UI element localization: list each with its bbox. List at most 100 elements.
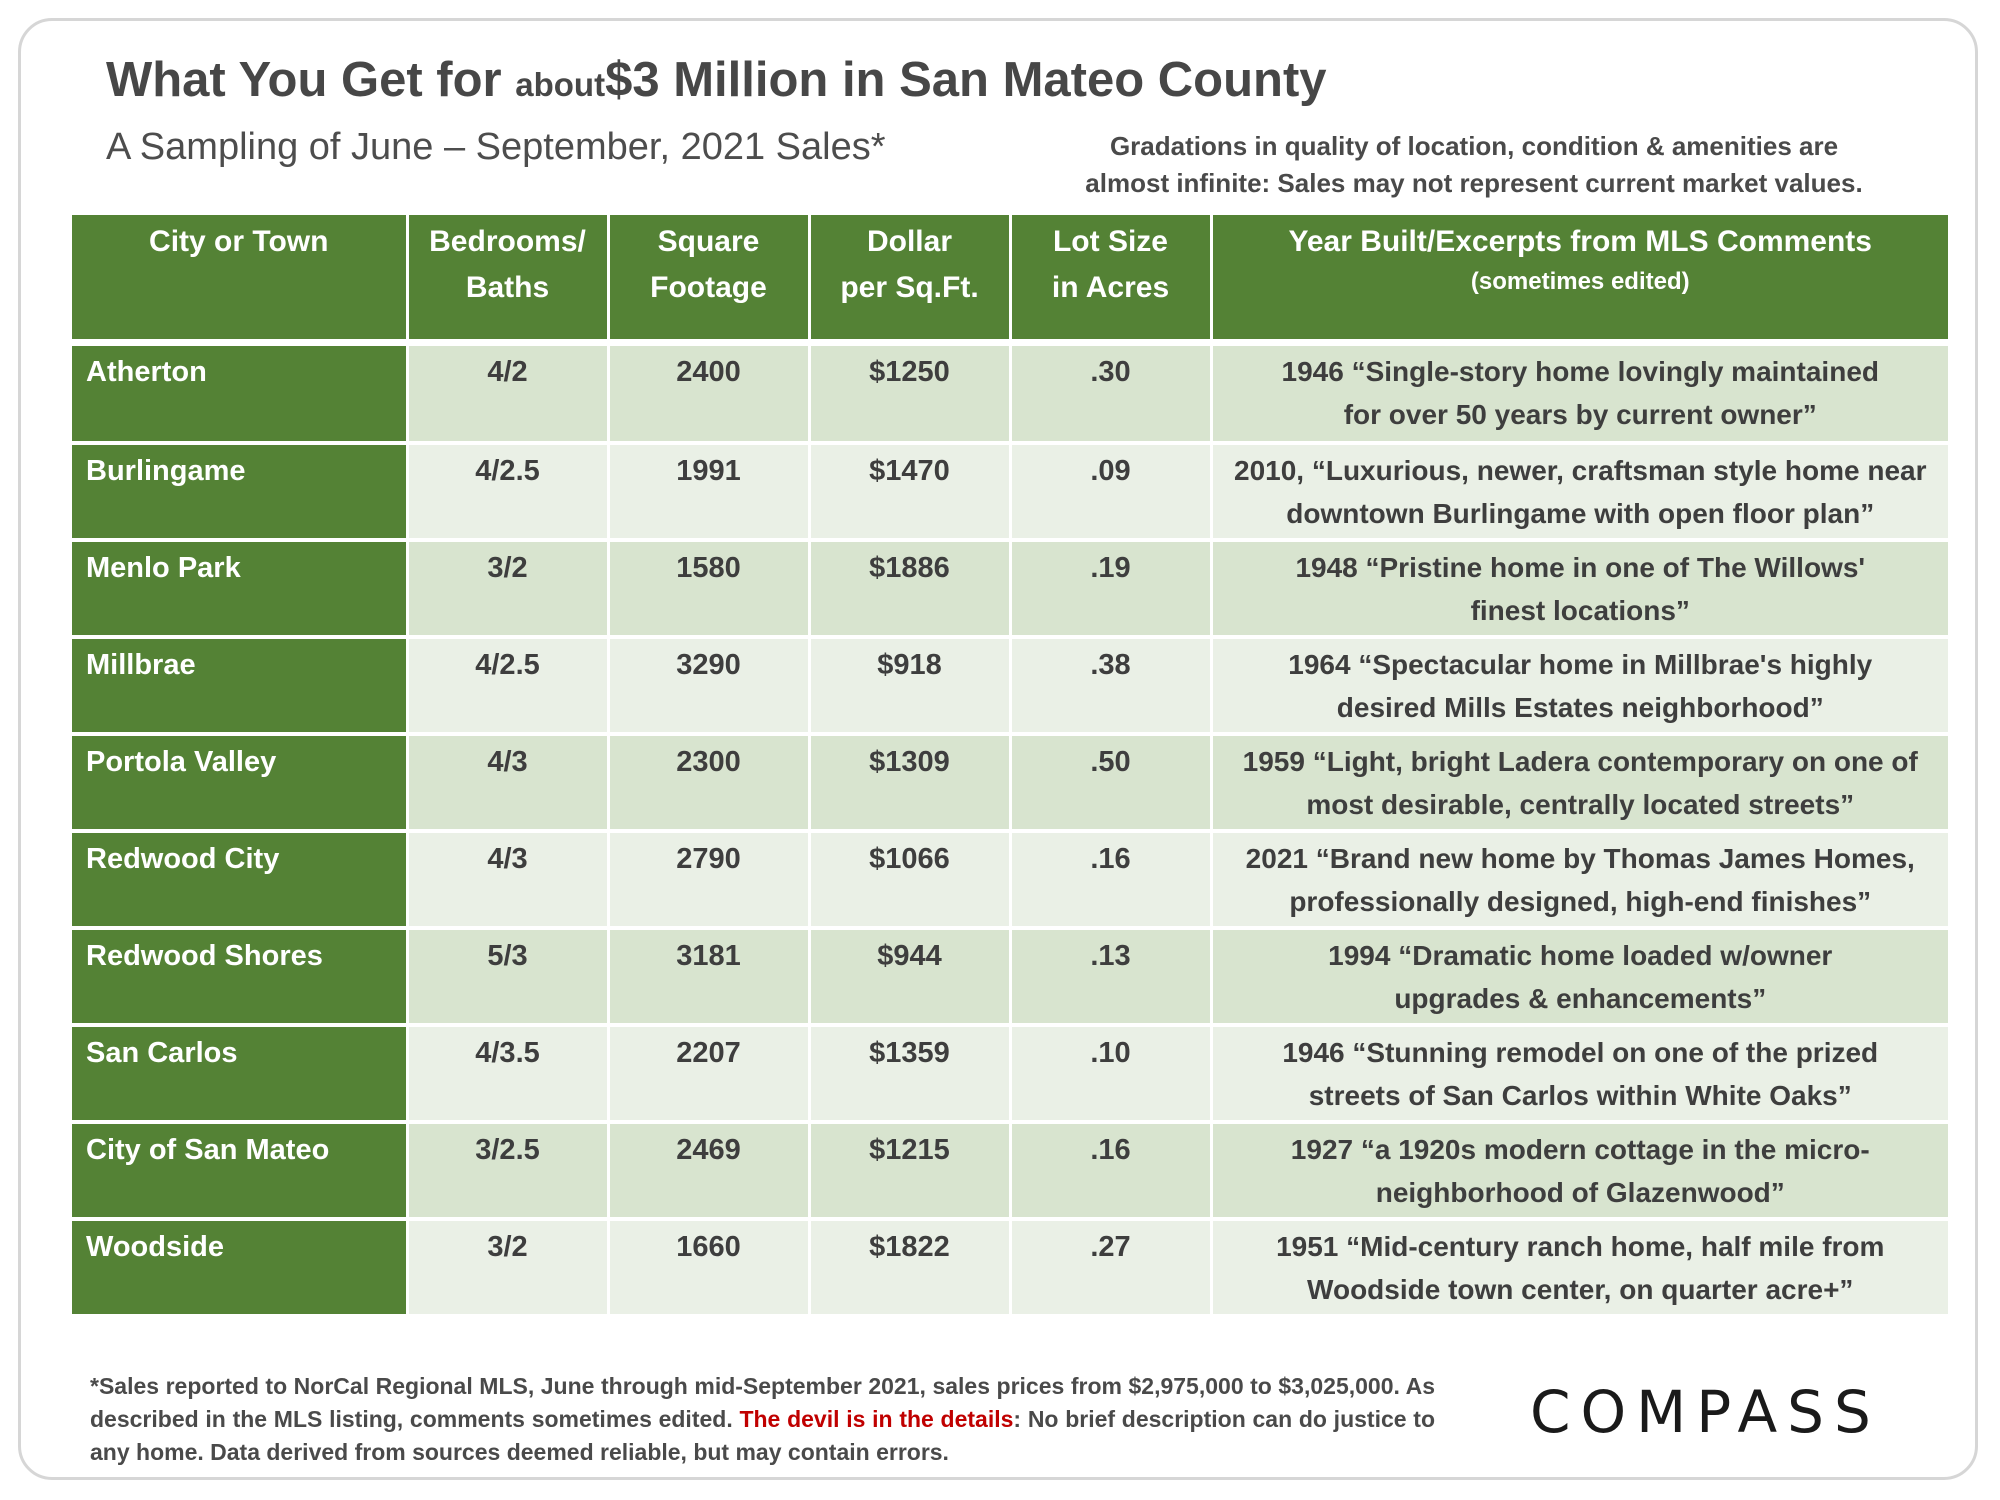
table-row: Atherton 4/2 2400 $1250.30 1946 “Single-stor…: [72, 346, 1948, 445]
bedrooms-baths-cell: 5/3: [407, 928, 610, 1027]
table-row: Millbrae 4/2.5 3290 $918.38 1964 “Spectacula…: [72, 637, 1948, 736]
comment-line: professionally designed, high-end finish…: [1289, 886, 1872, 917]
comment-line: 1927 “a 1920s modern cottage in the micr…: [1290, 1134, 1870, 1165]
comment-line: 1994 “Dramatic home loaded w/owner: [1328, 940, 1833, 971]
dollar-per-sqft-cell: $944: [809, 928, 1012, 1027]
table-row: Burlingame 4/2.5 1991 $1470.09 2010, “Luxuri…: [72, 443, 1948, 542]
lot-size-cell: .09: [1010, 443, 1213, 542]
lot-size-cell: .27: [1010, 1219, 1213, 1318]
city-cell: Woodside: [72, 1219, 409, 1318]
sales-table: City or Town Bedrooms/Baths Square Footag…: [72, 215, 1948, 1318]
comment-line: for over 50 years by current owner”: [1343, 399, 1817, 430]
square-footage-cell: 1660: [608, 1219, 811, 1318]
bedrooms-baths-cell: 3/2: [407, 540, 610, 639]
dollar-per-sqft-cell: $1309: [809, 734, 1012, 833]
table-header-row: City or Town Bedrooms/Baths Square Footag…: [72, 215, 1948, 339]
lot-size-cell: .30: [1010, 346, 1213, 445]
comment-line: streets of San Carlos within White Oaks”: [1308, 1080, 1852, 1111]
dollar-per-sqft-cell: $1470: [809, 443, 1012, 542]
dollar-per-sqft-cell: $1359: [809, 1025, 1012, 1124]
lot-size-cell: .38: [1010, 637, 1213, 736]
bedrooms-baths-cell: 4/3: [407, 831, 610, 930]
table-row: Portola Valley 4/3 2300 $1309.50 1959 “Light…: [72, 734, 1948, 833]
header-lot-size: Lot Size in Acres: [1010, 215, 1213, 339]
footnote: *Sales reported to NorCal Regional MLS, …: [90, 1370, 1435, 1469]
city-cell: Menlo Park: [72, 540, 409, 639]
disclaimer-line-2: almost infinite: Sales may not represent…: [1085, 168, 1863, 198]
header-dollar-per-sqft: Dollar per Sq.Ft.: [809, 215, 1012, 339]
square-footage-cell: 2400: [608, 346, 811, 445]
comment-cell: 1959 “Light, bright Ladera contemporary …: [1211, 734, 1948, 833]
title-part-1: What You Get for: [106, 53, 502, 107]
header-bedrooms-baths: Bedrooms/Baths: [407, 215, 610, 339]
lot-size-cell: .50: [1010, 734, 1213, 833]
lot-size-cell: .16: [1010, 1122, 1213, 1221]
comment-cell: 2010, “Luxurious, newer, craftsman style…: [1211, 443, 1948, 542]
square-footage-cell: 2790: [608, 831, 811, 930]
bedrooms-baths-cell: 4/3.5: [407, 1025, 610, 1124]
comment-cell: 1951 “Mid-century ranch home, half mile …: [1211, 1219, 1948, 1318]
header-comments: Year Built/Excerpts from MLS Comments (so…: [1211, 215, 1948, 339]
title-part-2: about: [515, 66, 606, 103]
footnote-highlight: The devil is in the details: [739, 1406, 1014, 1432]
dollar-per-sqft-cell: $1215: [809, 1122, 1012, 1221]
square-footage-cell: 1580: [608, 540, 811, 639]
disclaimer-line-1: Gradations in quality of location, condi…: [1109, 131, 1839, 161]
page-subtitle: A Sampling of June – September, 2021 Sal…: [106, 126, 886, 168]
dollar-per-sqft-cell: $1250: [809, 346, 1012, 445]
city-cell: Portola Valley: [72, 734, 409, 833]
comment-line: neighborhood of Glazenwood”: [1375, 1177, 1785, 1208]
page-title: What You Get for about$3 Million in San …: [106, 52, 1327, 108]
table-row: City of San Mateo 3/2.5 2469 $1215.16 1927 “…: [72, 1122, 1948, 1221]
comment-cell: 1948 “Pristine home in one of The Willow…: [1211, 540, 1948, 639]
city-cell: Atherton: [72, 346, 409, 445]
title-part-3: $3 Million in San Mateo County: [605, 53, 1327, 107]
comment-line: downtown Burlingame with open floor plan…: [1286, 498, 1875, 529]
table-row: Redwood City 4/3 2790 $1066.16 2021 “Brand n…: [72, 831, 1948, 930]
lot-size-cell: .13: [1010, 928, 1213, 1027]
comment-line: 1946 “Single-story home lovingly maintai…: [1281, 356, 1880, 387]
dollar-per-sqft-cell: $1886: [809, 540, 1012, 639]
square-footage-cell: 3181: [608, 928, 811, 1027]
disclaimer-note: Gradations in quality of location, condi…: [1044, 128, 1904, 202]
lot-size-cell: .19: [1010, 540, 1213, 639]
comment-line: 1964 “Spectacular home in Millbrae's hig…: [1288, 649, 1873, 680]
square-footage-cell: 3290: [608, 637, 811, 736]
bedrooms-baths-cell: 4/2.5: [407, 637, 610, 736]
comment-line: 2021 “Brand new home by Thomas James Hom…: [1245, 843, 1915, 874]
dollar-per-sqft-cell: $1822: [809, 1219, 1012, 1318]
bedrooms-baths-cell: 4/2: [407, 346, 610, 445]
bedrooms-baths-cell: 4/2.5: [407, 443, 610, 542]
bedrooms-baths-cell: 4/3: [407, 734, 610, 833]
comment-line: 2010, “Luxurious, newer, craftsman style…: [1234, 455, 1927, 486]
comment-cell: 1927 “a 1920s modern cottage in the micr…: [1211, 1122, 1948, 1221]
comment-line: Woodside town center, on quarter acre+”: [1307, 1274, 1854, 1305]
bedrooms-baths-cell: 3/2.5: [407, 1122, 610, 1221]
header-city: City or Town: [72, 215, 409, 339]
comment-cell: 1994 “Dramatic home loaded w/owner upgrad…: [1211, 928, 1948, 1027]
footnote-text-1: *Sales reported to NorCal Regional MLS, …: [90, 1373, 1435, 1432]
city-cell: City of San Mateo: [72, 1122, 409, 1221]
city-cell: Redwood City: [72, 831, 409, 930]
square-footage-cell: 1991: [608, 443, 811, 542]
table-row: Menlo Park 3/2 1580 $1886.19 1948 “Pristine …: [72, 540, 1948, 639]
compass-logo: COMPASS: [1530, 1378, 1881, 1446]
lot-size-cell: .10: [1010, 1025, 1213, 1124]
comment-line: most desirable, centrally located street…: [1306, 789, 1855, 820]
comment-line: 1948 “Pristine home in one of The Willow…: [1295, 552, 1866, 583]
dollar-per-sqft-cell: $918: [809, 637, 1012, 736]
lot-size-cell: .16: [1010, 831, 1213, 930]
square-footage-cell: 2207: [608, 1025, 811, 1124]
city-cell: Millbrae: [72, 637, 409, 736]
city-cell: Redwood Shores: [72, 928, 409, 1027]
square-footage-cell: 2469: [608, 1122, 811, 1221]
comment-line: 1951 “Mid-century ranch home, half mile …: [1276, 1231, 1885, 1262]
footnote-text-2: : No brief description can do justice to…: [90, 1406, 1435, 1465]
header-square-footage: Square Footage: [608, 215, 811, 339]
comment-cell: 1946 “Single-story home lovingly maintai…: [1211, 346, 1948, 445]
city-cell: Burlingame: [72, 443, 409, 542]
city-cell: San Carlos: [72, 1025, 409, 1124]
table-row: Woodside 3/2 1660 $1822.27 1951 “Mid-century…: [72, 1219, 1948, 1318]
square-footage-cell: 2300: [608, 734, 811, 833]
comment-cell: 1946 “Stunning remodel on one of the pri…: [1211, 1025, 1948, 1124]
